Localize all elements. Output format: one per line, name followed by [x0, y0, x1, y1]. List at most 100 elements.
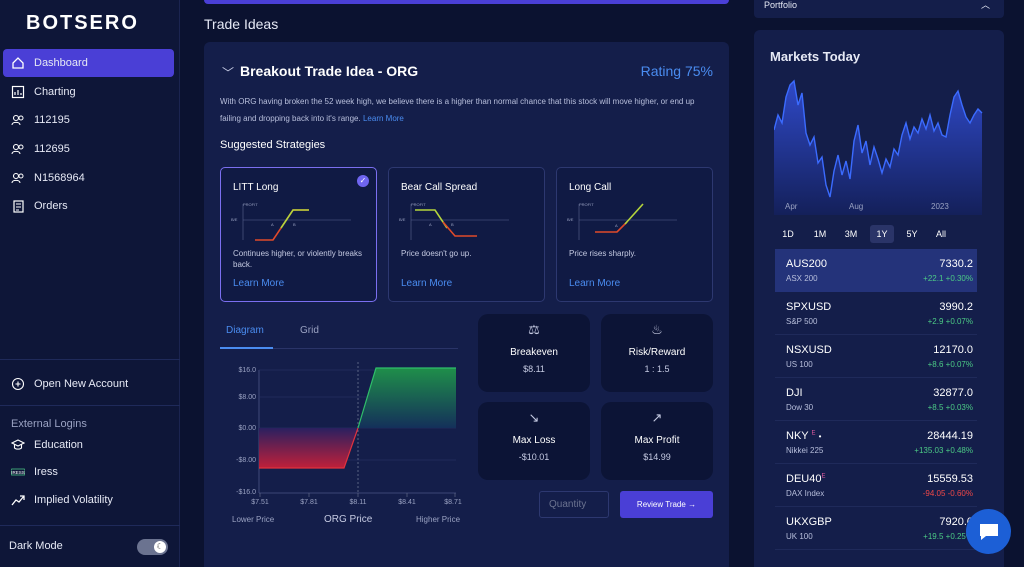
change-value: +8.6	[927, 360, 944, 369]
check-icon: ✓	[357, 175, 369, 187]
divider	[0, 525, 180, 526]
range-1m[interactable]: 1M	[813, 229, 827, 239]
chat-button[interactable]	[966, 509, 1011, 554]
strategy-learn-more-link[interactable]: Learn More	[569, 278, 621, 289]
x-tick: $7.81	[300, 499, 318, 506]
price: 28444.19	[927, 430, 973, 442]
profit-label: PROFIT	[579, 202, 594, 207]
change-value: +2.9	[927, 317, 944, 326]
trend-down-icon: ↘	[528, 410, 540, 425]
ticker: UKXGBP	[786, 516, 832, 528]
brand-logo[interactable]: BOTSERO	[26, 12, 139, 34]
ticker-text: DEU40	[786, 473, 822, 485]
b-label: B	[451, 222, 454, 227]
a-label: A	[615, 223, 618, 228]
graduation-cap-icon	[11, 439, 25, 450]
change: +2.9 +0.07%	[928, 317, 973, 326]
dot-indicator: •	[818, 432, 822, 441]
stat-label: Max Loss	[512, 435, 556, 446]
chevron-up-icon: ︿	[980, 0, 990, 10]
change-pct: -0.60%	[947, 489, 973, 498]
open-account-label: Open New Account	[34, 378, 129, 390]
chart-x-label: 2023	[931, 202, 949, 211]
external-login-iress[interactable]: IRESS Iress	[3, 458, 174, 486]
a-label: A	[271, 222, 274, 227]
arrow-right-icon: →	[688, 500, 697, 509]
market-chart	[774, 79, 983, 215]
market-row-dji[interactable]: DJI Dow 30 32877.0 +8.5 +0.03%	[775, 378, 977, 421]
sidebar-item-label: N1568964	[34, 172, 85, 184]
trade-idea-title[interactable]: Breakout Trade Idea - ORG	[240, 63, 419, 79]
sidebar-item-label: Orders	[34, 200, 68, 212]
learn-more-link[interactable]: Learn More	[362, 114, 404, 123]
strategy-payoff-mini-chart: PROFIT B/E A	[567, 202, 677, 240]
range-1d[interactable]: 1D	[782, 229, 794, 239]
chevron-down-icon[interactable]: ﹀	[222, 66, 235, 80]
change-pct: +0.48%	[945, 446, 973, 455]
sidebar-item-charting[interactable]: Charting	[3, 78, 174, 106]
index-name: S&P 500	[786, 317, 818, 326]
change: +8.6 +0.07%	[928, 360, 973, 369]
stat-breakeven: ⚖ Breakeven $8.11	[478, 314, 590, 392]
stat-value: $8.11	[523, 364, 545, 374]
sidebar-item-dashboard[interactable]: Dashboard	[3, 49, 174, 77]
sidebar-item-label: 112195	[34, 114, 70, 126]
range-1y[interactable]: 1Y	[870, 225, 894, 243]
lower-price-label: Lower Price	[232, 515, 275, 524]
external-login-education[interactable]: Education	[3, 431, 174, 459]
sidebar-item-orders[interactable]: Orders	[3, 192, 174, 220]
plus-circle-icon	[11, 377, 25, 391]
market-row-nky[interactable]: NKY E • Nikkei 225 28444.19 +135.03 +0.4…	[775, 421, 977, 464]
market-row-spxusd[interactable]: SPXUSD S&P 500 3990.2 +2.9 +0.07%	[775, 292, 977, 335]
change: +8.5 +0.03%	[928, 403, 973, 412]
change-value: +22.1	[923, 274, 944, 283]
strategy-learn-more-link[interactable]: Learn More	[401, 278, 453, 289]
tab-underline-track	[220, 348, 458, 349]
ticker: DEU40E	[786, 473, 825, 485]
strategy-description: Continues higher, or violently breaks ba…	[233, 249, 362, 269]
market-row-ukxgbp[interactable]: UKXGBP UK 100 7920.0 +19.5 +0.25%	[775, 507, 977, 550]
profit-label: PROFIT	[243, 202, 258, 207]
stat-max-profit: ↗ Max Profit $14.99	[601, 402, 713, 480]
strategy-description: Price rises sharply.	[569, 249, 636, 258]
tab-diagram[interactable]: Diagram	[226, 325, 264, 336]
sidebar-item-account-112695[interactable]: 112695	[3, 135, 174, 163]
strategy-card-litt-long[interactable]: ✓ LITT Long PROFIT B/E A B Continues hig…	[220, 167, 377, 302]
review-trade-button[interactable]: Review Trade →	[620, 491, 713, 518]
stat-risk-reward: ♨ Risk/Reward 1 : 1.5	[601, 314, 713, 392]
sidebar-item-account-112195[interactable]: 112195	[3, 106, 174, 134]
tab-grid[interactable]: Grid	[300, 325, 319, 336]
y-tick: -$16.0	[236, 489, 256, 496]
be-label: B/E	[231, 217, 238, 222]
open-new-account-button[interactable]: Open New Account	[3, 370, 174, 398]
ticker: NKY E •	[786, 430, 821, 442]
sidebar-item-label: Dashboard	[34, 57, 88, 69]
change-pct: +0.30%	[945, 274, 973, 283]
y-tick: $16.0	[238, 367, 256, 374]
users-icon	[11, 172, 24, 184]
clipboard-icon	[13, 200, 24, 213]
users-icon	[11, 143, 24, 155]
strategy-name: LITT Long	[233, 182, 279, 193]
x-axis-label: ORG Price	[324, 514, 373, 525]
divider	[0, 405, 180, 406]
range-all[interactable]: All	[935, 229, 946, 239]
change: +19.5 +0.25%	[923, 532, 973, 541]
market-row-nsxusd[interactable]: NSXUSD US 100 12170.0 +8.6 +0.07%	[775, 335, 977, 378]
quantity-input[interactable]: Quantity	[539, 491, 609, 518]
change: +22.1 +0.30%	[923, 274, 973, 283]
portfolio-label: Portfolio	[764, 0, 798, 10]
dark-mode-toggle[interactable]: ☾	[137, 539, 168, 555]
price: 7920.0	[939, 516, 973, 528]
market-row-aus200[interactable]: AUS200 ASX 200 7330.2 +22.1 +0.30%	[775, 249, 977, 292]
range-3m[interactable]: 3M	[844, 229, 858, 239]
strategy-card-bear-call-spread[interactable]: Bear Call Spread PROFIT B/E A B Price do…	[388, 167, 545, 302]
external-login-implied-volatility[interactable]: Implied Volatility	[3, 486, 174, 514]
stat-label: Risk/Reward	[628, 347, 686, 358]
strategy-card-long-call[interactable]: Long Call PROFIT B/E A Price rises sharp…	[556, 167, 713, 302]
portfolio-dropdown[interactable]: Portfolio ︿	[754, 0, 1004, 18]
strategy-learn-more-link[interactable]: Learn More	[233, 278, 285, 289]
market-row-deu40[interactable]: DEU40E DAX Index 15559.53 -94.05 -0.60%	[775, 464, 977, 507]
range-5y[interactable]: 5Y	[906, 229, 918, 239]
sidebar-item-account-n1568964[interactable]: N1568964	[3, 164, 174, 192]
